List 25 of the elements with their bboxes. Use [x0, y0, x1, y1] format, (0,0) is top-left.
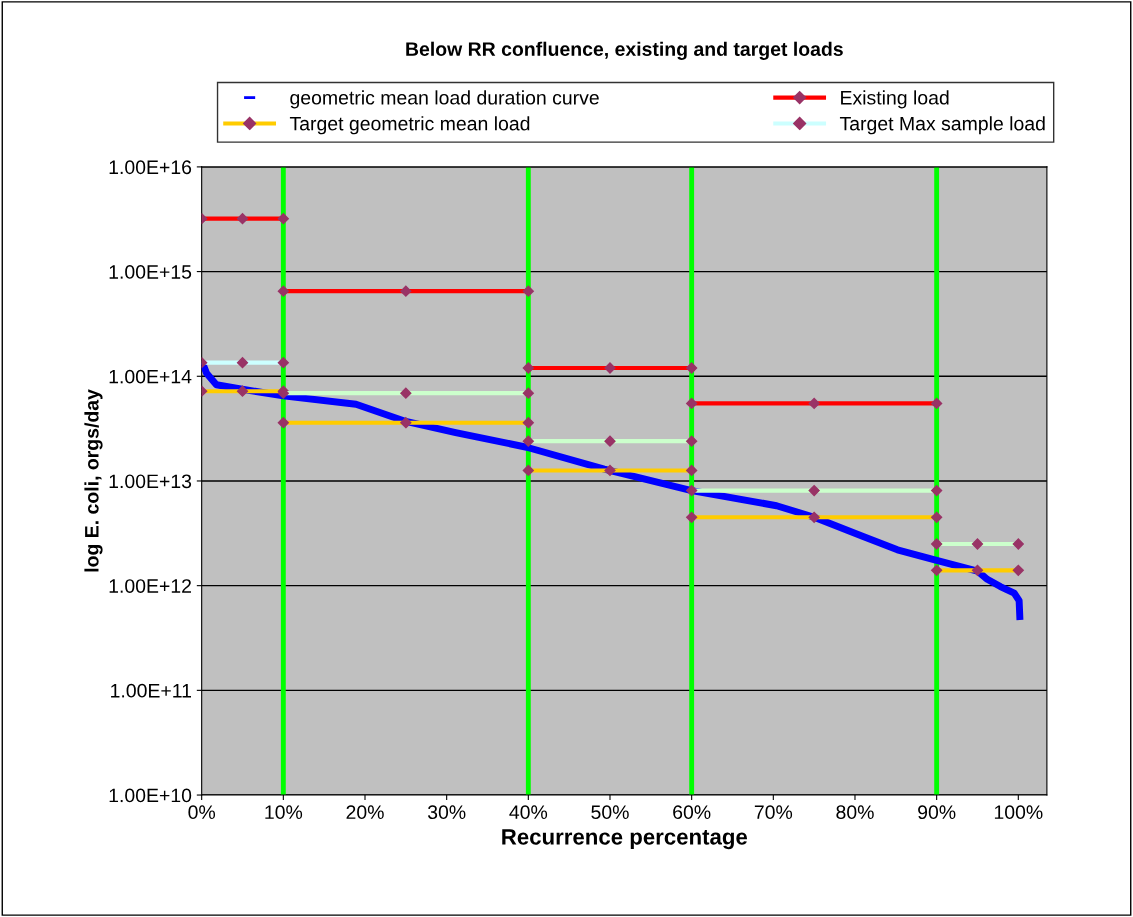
x-tick-label: 40%: [509, 805, 548, 820]
y-tick-label: 1.00E+10: [109, 788, 192, 803]
chart-title: Below RR confluence, existing and target loads: [406, 41, 843, 60]
y-tick-label: 1.00E+12: [109, 579, 191, 593]
x-axis-title: Recurrence percentage: [502, 829, 748, 850]
y-tick-label: 1.00E+13: [109, 474, 192, 489]
x-tick-label: 20%: [346, 805, 384, 820]
x-tick-label: 30%: [427, 805, 466, 820]
y-tick-label: 1.00E+11: [111, 683, 192, 698]
x-tick-label: 70%: [754, 805, 793, 820]
x-tick-label: 90%: [918, 805, 956, 820]
legend-label: geometric mean load duration curve: [290, 90, 599, 109]
legend-label: Target Max sample load: [839, 116, 1045, 135]
x-tick-label: 10%: [265, 805, 303, 820]
legend-label: Existing load: [841, 90, 949, 109]
legend-label: Target geometric mean load: [289, 116, 530, 135]
y-tick-label: 1.00E+14: [109, 369, 192, 384]
x-tick-label: 50%: [591, 805, 629, 820]
x-tick-label: 100%: [994, 805, 1043, 820]
y-tick-label: 1.00E+15: [109, 265, 192, 279]
x-tick-label: 0%: [188, 805, 216, 820]
x-tick-label: 80%: [836, 805, 874, 820]
y-tick-label: 1.00E+16: [109, 160, 192, 175]
y-axis-title: log E. coli, orgs/day: [84, 389, 103, 572]
x-tick-label: 60%: [673, 805, 711, 820]
